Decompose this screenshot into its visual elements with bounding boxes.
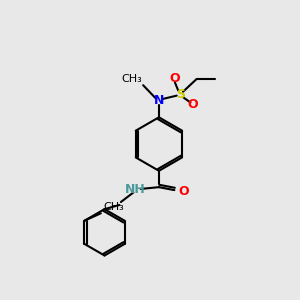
Text: S: S xyxy=(176,88,185,101)
Text: N: N xyxy=(154,94,164,107)
Text: CH₃: CH₃ xyxy=(121,74,142,84)
Text: NH: NH xyxy=(125,183,146,196)
Text: O: O xyxy=(170,73,180,85)
Text: O: O xyxy=(179,185,190,198)
Text: O: O xyxy=(188,98,198,111)
Text: CH₃: CH₃ xyxy=(103,202,124,212)
